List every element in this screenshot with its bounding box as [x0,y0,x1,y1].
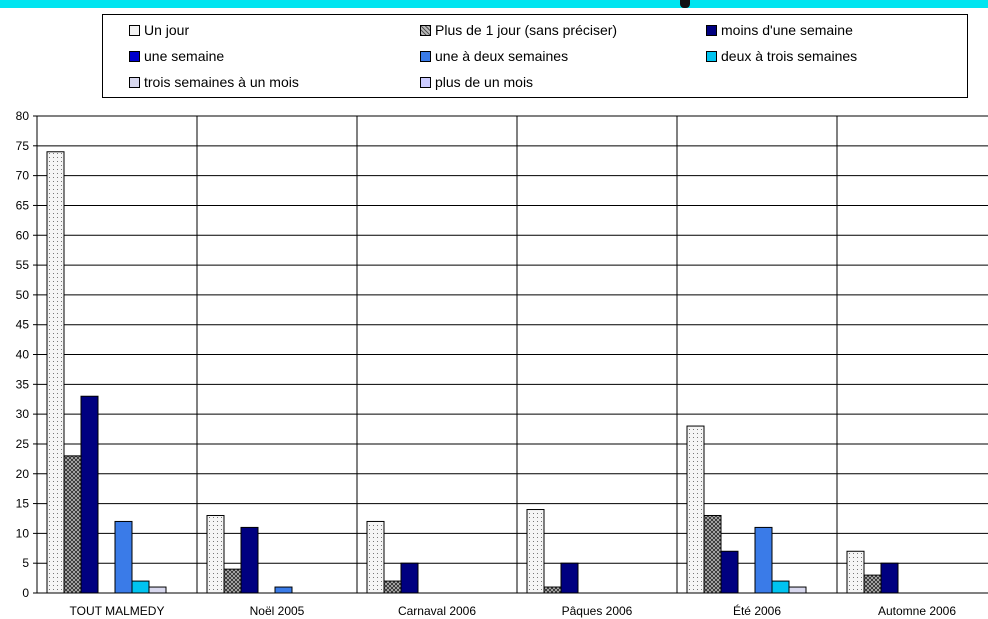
y-tick-label: 15 [16,497,30,511]
legend-label-une-deux: une à deux semaines [435,48,569,64]
x-tick-label: TOUT MALMEDY [70,604,165,618]
y-tick-label: 70 [16,169,30,183]
x-tick-label: Noël 2005 [250,604,305,618]
bar [383,580,402,594]
y-tick-label: 30 [16,407,30,421]
legend-item-une-deux: une à deux semaines [420,47,568,65]
legend-label-une-semaine: une semaine [144,48,225,64]
x-tick-label: Carnaval 2006 [398,604,476,618]
y-tick-label: 45 [16,318,30,332]
legend-swatch-un-jour [129,24,140,36]
bar [880,562,899,594]
legend-label-un-jour: Un jour [144,22,190,38]
bar [686,425,705,594]
bar [80,395,99,594]
y-tick-label: 60 [16,228,30,242]
legend-label-plus-mois: plus de un mois [435,74,534,90]
legend-item-moins-semaine: moins d'une semaine [706,21,853,39]
legend-label-moins-semaine: moins d'une semaine [721,22,853,38]
bar-chart: 0 5 10 15 20 25 30 35 40 45 50 55 60 65 70 75 80 TOUT MA… [16,109,988,618]
legend-label-trois-mois: trois semaines à un mois [144,74,299,90]
y-tick-label: 65 [16,198,30,212]
legend-item-plus-mois: plus de un mois [420,73,533,91]
legend-item-un-jour: Un jour [129,21,189,39]
bar [788,586,807,594]
bar [366,520,385,594]
legend-swatch-plus-1-jour [420,24,431,36]
bar [148,586,167,594]
chart-legend: Un jour Plus de 1 jour (sans préciser) m… [102,14,968,98]
bar [206,514,225,594]
bar [526,509,545,594]
y-tick-label: 0 [22,586,29,600]
bar [63,455,82,594]
y-tick-label: 10 [16,526,30,540]
x-tick-labels: TOUT MALMEDY Noël 2005 Carnaval 2006 Pâques… [70,603,957,618]
legend-item-trois-mois: trois semaines à un mois [129,73,299,91]
bar [274,586,293,594]
x-tick-label: Automne 2006 [878,604,956,618]
legend-swatch-moins-semaine [706,24,717,36]
bar [114,520,133,594]
legend-label-plus-1-jour: Plus de 1 jour (sans préciser) [435,22,618,38]
y-tick-label: 20 [16,467,30,481]
legend-label-deux-trois: deux à trois semaines [721,48,858,64]
bar [771,580,790,594]
legend-item-deux-trois: deux à trois semaines [706,47,857,65]
y-tick-label: 55 [16,258,30,272]
x-tick-label: Été 2006 [733,603,781,618]
y-tick-label: 40 [16,348,30,362]
bar [223,568,242,594]
bar [400,562,419,594]
bar [754,526,773,594]
y-tick-label: 50 [16,288,30,302]
bars [46,151,899,594]
legend-swatch-trois-mois [129,76,140,88]
legend-swatch-une-semaine [129,50,140,62]
y-tick-label: 80 [16,109,30,123]
x-tick-label: Pâques 2006 [562,604,633,618]
y-tick-label: 35 [16,377,30,391]
legend-swatch-une-deux [420,50,431,62]
bar [703,514,722,594]
legend-swatch-plus-mois [420,76,431,88]
bar [846,550,865,594]
category-dividers [196,116,838,593]
bar [240,526,259,594]
top-color-band [0,0,988,8]
gridlines [37,115,988,594]
y-tick-label: 5 [22,556,29,570]
bar [543,586,562,594]
legend-swatch-deux-trois [706,50,717,62]
bar [863,574,882,594]
top-band-mark [680,0,690,8]
legend-item-une-semaine: une semaine [129,47,224,65]
bar [131,580,150,594]
bar [46,151,65,594]
bar [560,562,579,594]
y-tick-labels: 0 5 10 15 20 25 30 35 40 45 50 55 60 65 70 75 80 [16,109,37,600]
legend-item-plus-1-jour: Plus de 1 jour (sans préciser) [420,21,617,39]
y-tick-label: 75 [16,139,30,153]
y-tick-label: 25 [16,437,30,451]
bar [720,550,739,594]
